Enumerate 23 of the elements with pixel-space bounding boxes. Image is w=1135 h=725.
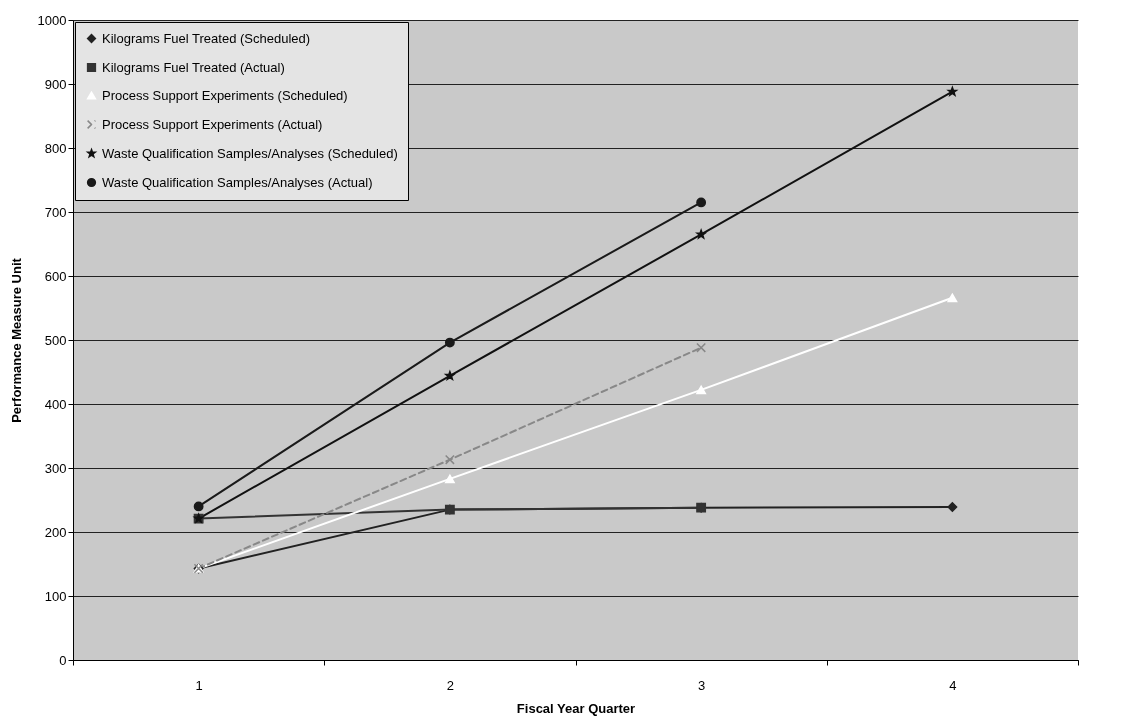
x-tick-label: 1 xyxy=(195,677,203,693)
legend-label: Waste Qualification Samples/Analyses (Scheduled) xyxy=(102,145,398,161)
x-tick-label: 3 xyxy=(698,677,706,693)
y-tick-label: 800 xyxy=(44,140,67,156)
y-tick-label: 300 xyxy=(44,460,67,476)
y-tick-label: 700 xyxy=(44,204,67,220)
x-tick-label: 4 xyxy=(949,677,957,693)
y-axis-title: Performance Measure Unit xyxy=(8,257,24,423)
legend-label: Kilograms Fuel Treated (Scheduled) xyxy=(102,30,311,46)
y-tick-label: 100 xyxy=(44,588,67,604)
y-tick-label: 600 xyxy=(44,268,67,284)
legend-label: Process Support Experiments (Scheduled) xyxy=(102,87,348,103)
legend-label: Kilograms Fuel Treated (Actual) xyxy=(102,59,285,75)
legend-label: Process Support Experiments (Actual) xyxy=(102,116,323,132)
y-tick-label: 200 xyxy=(44,524,67,540)
legend-label: Waste Qualification Samples/Analyses (Actual) xyxy=(102,174,373,190)
y-tick-label: 400 xyxy=(44,396,67,412)
x-axis-title: Fiscal Year Quarter xyxy=(516,700,636,716)
y-tick-label: 900 xyxy=(44,76,67,92)
y-tick-label: 1000 xyxy=(37,12,67,28)
y-tick-label: 0 xyxy=(59,652,67,668)
y-tick-label: 500 xyxy=(44,332,67,348)
x-tick-label: 2 xyxy=(446,677,454,693)
